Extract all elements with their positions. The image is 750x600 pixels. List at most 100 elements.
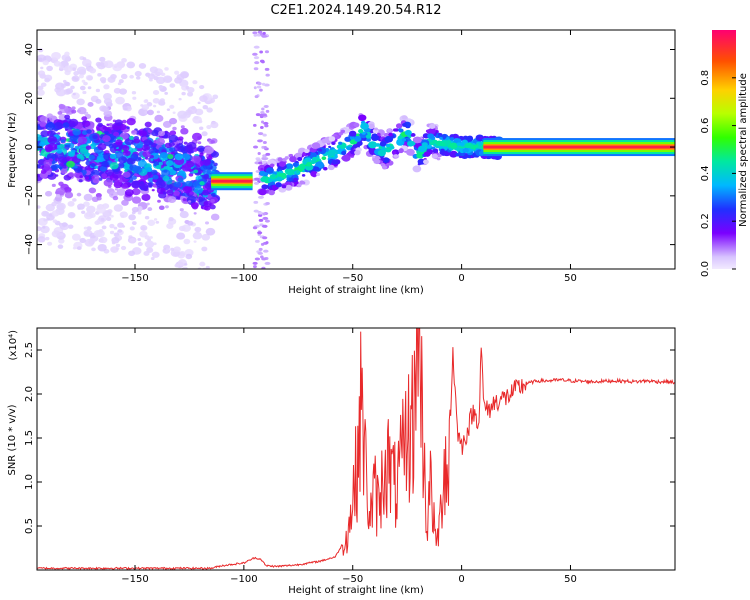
spectrogram-cell: [113, 204, 123, 212]
spectrogram-cell: [43, 159, 53, 167]
spectrogram-cell: [83, 193, 93, 202]
spectrogram-cell: [47, 135, 58, 144]
spectrogram-cell: [197, 267, 202, 269]
spectrogram-cell: [182, 198, 187, 202]
snr-y-tick-label: 2.5: [24, 342, 35, 358]
spectrogram-cell: [263, 146, 267, 150]
spectrogram-cell: [184, 263, 188, 266]
spectrogram-cell: [116, 188, 126, 196]
spectrogram-cell: [151, 251, 160, 258]
spectrogram-cell: [172, 126, 177, 131]
spectrogram-cell: [168, 139, 173, 143]
spectrogram-cell: [121, 183, 128, 189]
spectrogram-cell: [119, 88, 128, 95]
spectrogram-cell: [92, 134, 98, 139]
spectrogram-cell: [210, 198, 215, 203]
spectrogram-x-tick-label: −50: [342, 273, 363, 284]
spectrogram-cell: [193, 212, 197, 215]
spectrogram-cell: [106, 123, 110, 126]
spectrogram-cell: [68, 118, 79, 127]
spectrogram-cell: [77, 203, 85, 210]
spectrogram-cell: [398, 128, 403, 132]
spectrogram-cell: [37, 89, 45, 96]
spectrogram-cell: [145, 157, 149, 160]
spectrogram-cell: [383, 132, 389, 137]
spectrogram-cell: [188, 200, 192, 203]
spectrogram-cell: [181, 224, 191, 232]
spectrogram-cell: [439, 142, 446, 147]
spectrogram-cell: [202, 189, 210, 196]
spectrogram-cell: [439, 136, 443, 140]
spectrogram-cell: [205, 221, 210, 225]
spectrogram-cell: [265, 73, 270, 77]
spectrogram-marks: [37, 30, 675, 269]
spectrogram-cell: [413, 136, 422, 144]
spectrogram-cell: [253, 56, 260, 60]
spectrogram-cell: [91, 176, 95, 179]
spectrogram-cell: [191, 132, 202, 141]
spectrogram-cell: [47, 241, 53, 246]
spectrogram-cell: [67, 200, 75, 207]
spectrogram-cell: [118, 79, 124, 84]
spectrogram-panel: −150 −100 −50 0 50 −40 −20 0 20 40 Height of str…: [7, 29, 676, 296]
spectrogram-cell: [407, 140, 415, 147]
spectrogram-cell: [193, 115, 199, 120]
spectrogram-cell: [122, 145, 130, 152]
spectrogram-cell: [173, 190, 180, 196]
spectrogram-cell: [128, 235, 133, 239]
spectrogram-cell: [261, 224, 268, 228]
spectrogram-cell: [428, 128, 436, 135]
spectrogram-cell: [144, 121, 152, 128]
spectrogram-cell: [193, 240, 197, 243]
spectrogram-cell: [64, 51, 70, 56]
spectrogram-cell: [284, 184, 293, 191]
spectrogram-cell: [193, 169, 199, 174]
spectrogram-cell: [59, 156, 68, 164]
spectrogram-cell: [37, 227, 40, 231]
spectrogram-cell: [381, 165, 388, 170]
spectrogram-cell: [460, 142, 465, 146]
spectrogram-cell: [254, 257, 261, 261]
spectrogram-cell: [386, 128, 392, 133]
spectrogram-cell: [431, 153, 439, 159]
spectrogram-cell: [90, 143, 95, 147]
spectrogram-cell: [254, 177, 261, 181]
spectrogram-cell: [349, 130, 357, 137]
spectrogram-cell: [265, 167, 274, 174]
spectrogram-cell: [60, 139, 66, 143]
spectrogram-cell: [83, 201, 90, 207]
spectrogram-cell: [95, 117, 102, 123]
spectrogram-cell: [166, 223, 174, 230]
snr-x-tick-label: 50: [564, 574, 577, 585]
spectrogram-cell: [293, 177, 298, 182]
spectrogram-cell: [58, 103, 66, 110]
spectrogram-cell: [122, 163, 130, 170]
spectrogram-cell: [398, 148, 404, 154]
spectrogram-cell: [210, 192, 216, 197]
spectrogram-cell: [162, 75, 173, 84]
spectrogram-cell: [112, 195, 119, 201]
spectrogram-cell: [77, 107, 87, 115]
spectrogram-cell: [104, 60, 114, 69]
spectrogram-cell: [71, 75, 80, 82]
spectrogram-cell: [378, 146, 382, 150]
spectrogram-cell: [88, 187, 97, 194]
spectrogram-cell: [54, 157, 60, 162]
spectrogram-cell: [136, 143, 143, 149]
spectrogram-cell: [58, 113, 67, 121]
spectrogram-cell: [119, 179, 123, 183]
spectrogram-cell: [252, 226, 258, 230]
spectrogram-cell: [64, 128, 68, 131]
spectrogram-cell: [154, 114, 164, 123]
spectrogram-cell: [64, 191, 74, 199]
spectrogram-cell: [155, 164, 162, 170]
spectrogram-cell: [210, 151, 220, 158]
spectrogram-cell: [142, 150, 151, 158]
spectrogram-cell: [377, 149, 386, 157]
spectrogram-cell: [85, 157, 89, 161]
spectrogram-y-label: Frequency (Hz): [7, 112, 18, 188]
spectrogram-cell: [103, 92, 112, 101]
spectrogram-cell: [76, 98, 85, 106]
spectrogram-cell: [199, 181, 205, 186]
spectrogram-cell: [162, 191, 167, 195]
